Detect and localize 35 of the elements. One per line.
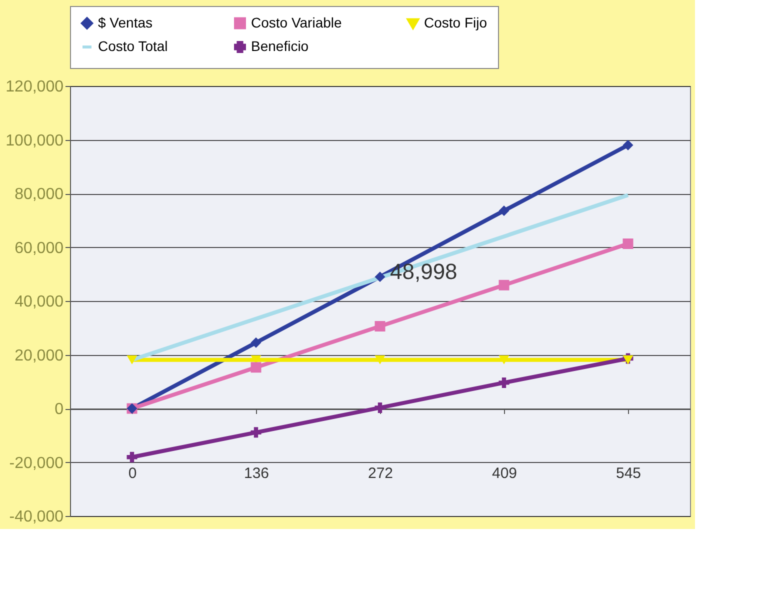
point xyxy=(498,280,510,290)
y-tick-label: 60,000 xyxy=(14,240,64,257)
point xyxy=(498,355,510,364)
point xyxy=(250,337,262,348)
point xyxy=(498,377,510,388)
legend-label: Costo Total xyxy=(98,38,168,54)
x-tick-label: 0 xyxy=(128,464,137,482)
point xyxy=(250,427,262,438)
point xyxy=(622,140,634,150)
point xyxy=(126,355,138,364)
x-tick-label: 272 xyxy=(368,464,394,482)
point xyxy=(374,355,386,364)
legend-label: Costo Variable xyxy=(251,14,342,30)
y-tick-label: 80,000 xyxy=(14,186,64,203)
point xyxy=(622,238,634,249)
y-tick-label: 100,000 xyxy=(6,132,64,150)
y-tick-label: 40,000 xyxy=(14,294,64,310)
y-tick-label: 120,000 xyxy=(6,78,64,96)
legend-label: Costo Fijo xyxy=(424,14,488,31)
legend-label: Beneficio xyxy=(251,38,309,54)
point xyxy=(250,362,262,373)
x-tick-label: 545 xyxy=(616,464,642,482)
y-tick-label: -40,000 xyxy=(9,508,64,526)
annotation: 48,998 xyxy=(390,258,458,284)
x-tick-label: 409 xyxy=(492,464,518,482)
y-tick-label: -20,000 xyxy=(9,454,64,472)
y-tick-label: 20,000 xyxy=(14,347,64,364)
y-tick-label: 0 xyxy=(54,401,64,418)
point xyxy=(374,402,386,413)
x-tick-label: 136 xyxy=(244,464,270,482)
point xyxy=(126,452,138,462)
point xyxy=(498,205,510,216)
legend-label: $ Ventas xyxy=(98,14,152,30)
point xyxy=(374,321,386,332)
point xyxy=(374,272,386,282)
